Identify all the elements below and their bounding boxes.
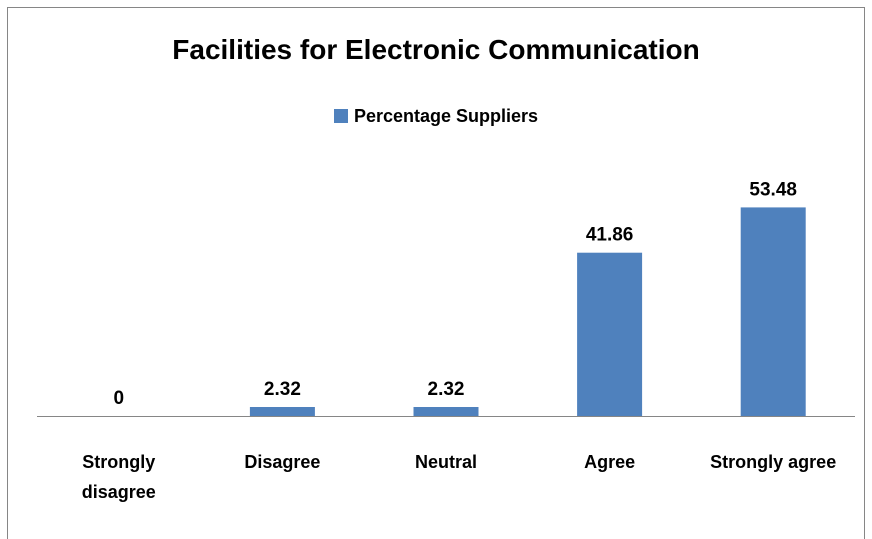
bar-neutral [413,407,479,416]
chart-title: Facilities for Electronic Communication [172,34,700,65]
x-tick-label: Neutral [415,452,477,472]
x-tick-label: Agree [584,452,635,472]
legend: Percentage Suppliers [0,106,872,127]
legend-swatch [333,109,348,123]
data-label: 41.86 [586,225,634,246]
x-tick-label: Strongly agree [710,452,836,472]
x-tick-label: Strongly disagree [82,452,156,502]
chart-area [7,7,865,539]
legend-label: Percentage Suppliers [353,106,539,126]
x-tick-label: Disagree [244,452,320,472]
bar-strongly-agree [740,207,806,416]
data-label: 2.32 [264,379,301,400]
bar-disagree [249,407,315,416]
data-label: 2.32 [428,379,465,400]
data-label: 53.48 [749,179,797,200]
data-label: 0 [114,388,125,409]
bar-agree [577,252,643,416]
